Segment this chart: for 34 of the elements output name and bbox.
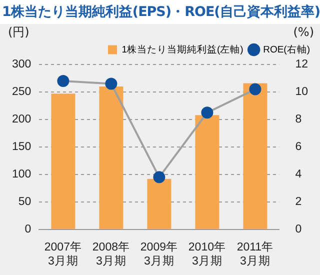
- bar: [147, 178, 172, 229]
- bar: [195, 115, 220, 229]
- point: [201, 106, 214, 119]
- x-tick-label: 2007年 3月期: [44, 240, 82, 268]
- x-tick-label: 2008年 3月期: [92, 240, 130, 268]
- y-tick-label: 250: [12, 86, 32, 98]
- bar: [243, 83, 268, 229]
- legend-label: 1株当たり当期純利益(左軸): [122, 43, 244, 56]
- y-tick-label: 0: [24, 224, 32, 236]
- point: [153, 171, 166, 184]
- y2-tick-label: 2: [295, 196, 302, 208]
- bar: [99, 86, 124, 229]
- y2-tick-label: 10: [295, 86, 308, 98]
- x-tick-label: 2010年 3月期: [188, 240, 226, 268]
- y2-tick-label: 6: [295, 141, 302, 154]
- y-tick-label: 200: [12, 114, 32, 126]
- y-tick-label: 50: [18, 196, 32, 208]
- point: [105, 78, 118, 90]
- y-tick-label: 100: [12, 168, 32, 181]
- point: [249, 83, 262, 96]
- y-tick-label: 300: [12, 58, 32, 71]
- y2-tick-label: 4: [295, 168, 302, 181]
- y-axis-title: (円): [8, 25, 30, 40]
- y2-tick-label: 0: [295, 224, 302, 236]
- bar: [51, 94, 76, 229]
- chart-title: 1株当たり当期純利益(EPS)・ROE(自己資本利益率): [1, 3, 320, 22]
- point: [57, 74, 70, 87]
- x-tick-label: 2011年 3月期: [236, 240, 274, 268]
- y2-tick-label: 8: [295, 114, 302, 126]
- legend-label: ROE(右軸): [263, 43, 310, 56]
- y2-tick-label: 12: [295, 58, 308, 71]
- y2-axis-title: (%): [293, 25, 314, 40]
- x-tick-label: 2009年 3月期: [140, 240, 178, 268]
- y-tick-label: 150: [12, 141, 32, 154]
